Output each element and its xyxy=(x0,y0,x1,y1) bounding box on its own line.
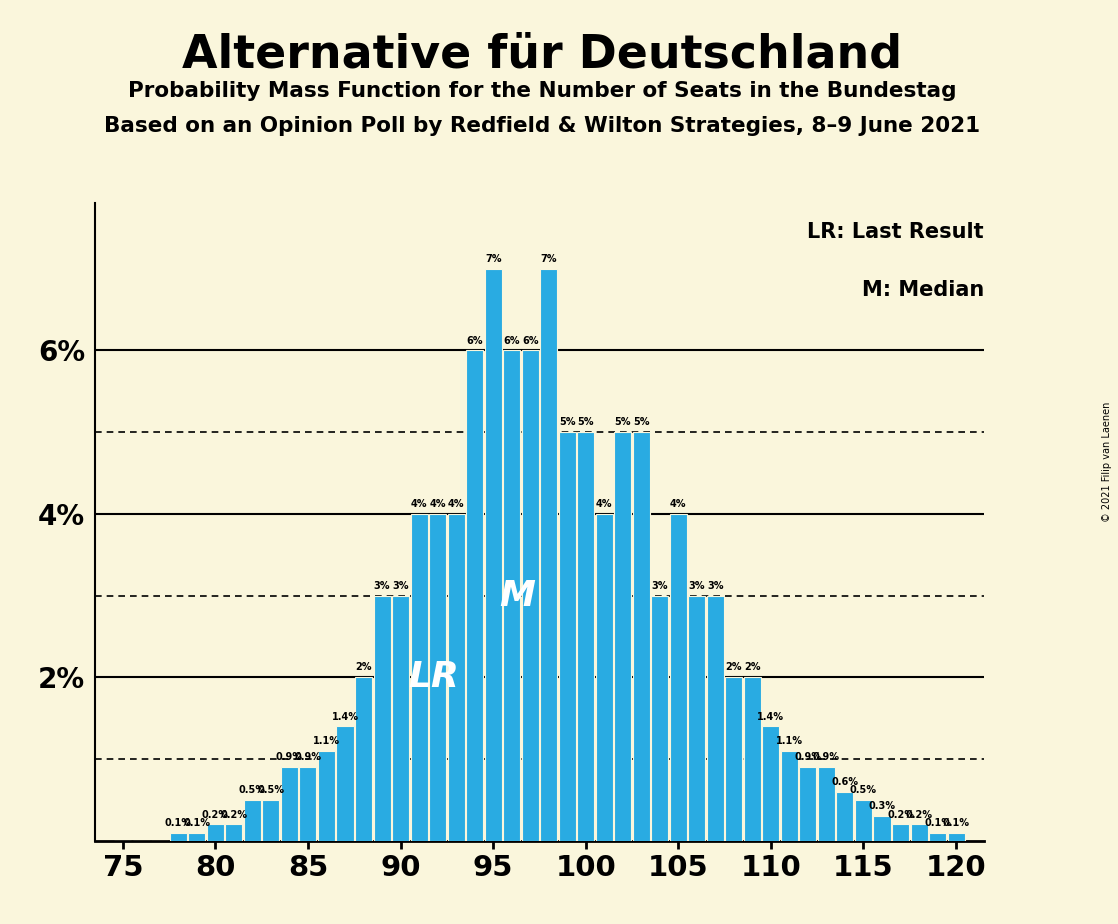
Bar xyxy=(652,596,669,841)
Bar xyxy=(799,767,816,841)
Text: 0.6%: 0.6% xyxy=(832,777,859,787)
Bar xyxy=(226,824,243,841)
Text: 6%: 6% xyxy=(522,335,539,346)
Bar xyxy=(596,514,613,841)
Text: 4%: 4% xyxy=(410,499,427,509)
Text: 3%: 3% xyxy=(689,580,705,590)
Text: 7%: 7% xyxy=(540,254,557,263)
Text: 3%: 3% xyxy=(373,580,390,590)
Text: 1.4%: 1.4% xyxy=(757,711,785,722)
Text: 0.5%: 0.5% xyxy=(850,785,877,795)
Text: M: M xyxy=(500,578,536,613)
Bar xyxy=(373,596,390,841)
Text: 0.1%: 0.1% xyxy=(164,818,192,828)
Bar xyxy=(689,596,705,841)
Text: 0.9%: 0.9% xyxy=(813,752,840,762)
Bar xyxy=(633,432,650,841)
Text: 0.1%: 0.1% xyxy=(925,818,951,828)
Text: 4%: 4% xyxy=(448,499,464,509)
Text: 0.1%: 0.1% xyxy=(183,818,210,828)
Text: 2%: 2% xyxy=(726,663,742,673)
Text: 1.4%: 1.4% xyxy=(332,711,359,722)
Text: 3%: 3% xyxy=(652,580,669,590)
Bar xyxy=(892,824,909,841)
Bar xyxy=(780,751,798,841)
Text: 0.2%: 0.2% xyxy=(202,809,229,820)
Text: 0.2%: 0.2% xyxy=(220,809,247,820)
Bar xyxy=(188,833,206,841)
Text: Alternative für Deutschland: Alternative für Deutschland xyxy=(182,32,902,78)
Bar xyxy=(484,269,502,841)
Text: © 2021 Filip van Laenen: © 2021 Filip van Laenen xyxy=(1102,402,1112,522)
Bar xyxy=(337,726,353,841)
Bar xyxy=(540,269,557,841)
Bar xyxy=(244,800,260,841)
Bar xyxy=(466,350,483,841)
Bar xyxy=(910,824,928,841)
Text: 2%: 2% xyxy=(356,663,372,673)
Bar xyxy=(300,767,316,841)
Text: Probability Mass Function for the Number of Seats in the Bundestag: Probability Mass Function for the Number… xyxy=(127,81,957,102)
Bar xyxy=(855,800,872,841)
Text: M: Median: M: Median xyxy=(862,280,984,299)
Text: 3%: 3% xyxy=(392,580,409,590)
Bar xyxy=(836,792,853,841)
Bar xyxy=(170,833,187,841)
Text: LR: Last Result: LR: Last Result xyxy=(807,223,984,242)
Text: 5%: 5% xyxy=(633,418,650,427)
Text: 1.1%: 1.1% xyxy=(776,736,803,746)
Bar xyxy=(743,677,761,841)
Bar xyxy=(948,833,965,841)
Text: 4%: 4% xyxy=(670,499,686,509)
Text: 0.2%: 0.2% xyxy=(887,809,915,820)
Text: 0.1%: 0.1% xyxy=(942,818,969,828)
Bar xyxy=(818,767,835,841)
Text: 0.9%: 0.9% xyxy=(795,752,822,762)
Bar xyxy=(447,514,465,841)
Text: 5%: 5% xyxy=(559,418,576,427)
Text: 4%: 4% xyxy=(596,499,613,509)
Text: 1.1%: 1.1% xyxy=(313,736,340,746)
Text: 5%: 5% xyxy=(615,418,631,427)
Bar xyxy=(263,800,280,841)
Bar xyxy=(410,514,427,841)
Text: 0.9%: 0.9% xyxy=(294,752,322,762)
Text: 0.9%: 0.9% xyxy=(276,752,303,762)
Bar xyxy=(429,514,446,841)
Text: 4%: 4% xyxy=(429,499,446,509)
Bar xyxy=(318,751,335,841)
Bar xyxy=(392,596,409,841)
Text: 5%: 5% xyxy=(578,418,594,427)
Text: 6%: 6% xyxy=(466,335,483,346)
Bar xyxy=(929,833,946,841)
Bar xyxy=(614,432,632,841)
Text: 7%: 7% xyxy=(485,254,501,263)
Bar xyxy=(281,767,299,841)
Bar xyxy=(522,350,539,841)
Text: 2%: 2% xyxy=(745,663,760,673)
Text: 0.5%: 0.5% xyxy=(257,785,284,795)
Text: Based on an Opinion Poll by Redfield & Wilton Strategies, 8–9 June 2021: Based on an Opinion Poll by Redfield & W… xyxy=(104,116,980,136)
Bar xyxy=(559,432,576,841)
Text: LR: LR xyxy=(408,661,459,694)
Bar xyxy=(503,350,520,841)
Text: 6%: 6% xyxy=(503,335,520,346)
Bar xyxy=(726,677,742,841)
Bar xyxy=(670,514,686,841)
Bar xyxy=(577,432,595,841)
Text: 3%: 3% xyxy=(707,580,723,590)
Bar xyxy=(356,677,372,841)
Bar xyxy=(762,726,779,841)
Text: 0.2%: 0.2% xyxy=(906,809,932,820)
Bar xyxy=(207,824,224,841)
Bar xyxy=(873,816,891,841)
Text: 0.5%: 0.5% xyxy=(239,785,266,795)
Bar xyxy=(707,596,723,841)
Text: 0.3%: 0.3% xyxy=(869,801,896,811)
